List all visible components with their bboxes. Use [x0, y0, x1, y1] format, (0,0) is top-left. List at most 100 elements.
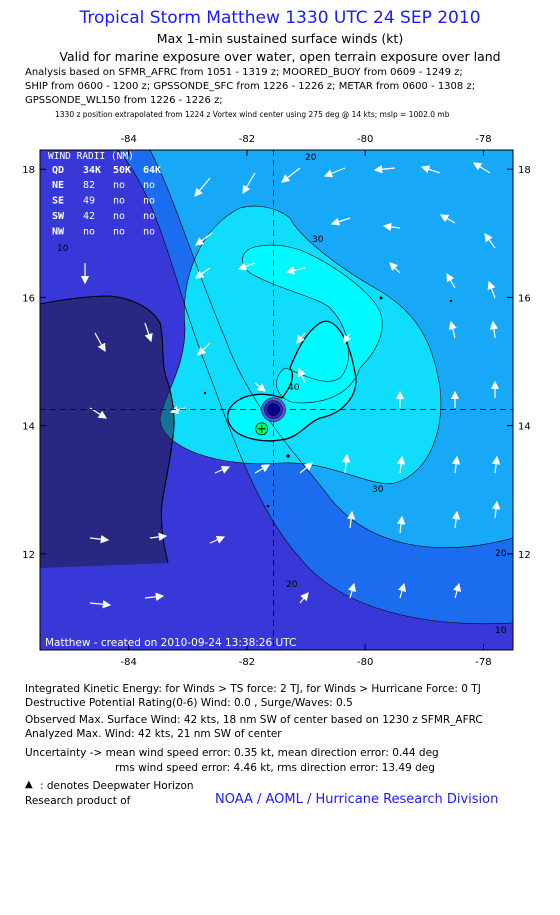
wind-vector-arrow [347, 582, 357, 599]
wind-vector-arrow [489, 320, 499, 339]
wind-vector-arrow [397, 582, 407, 599]
wind-radii-header: QD [52, 165, 64, 176]
wind-vector-arrow [491, 455, 501, 474]
wind-radii-cell: 42 [83, 211, 95, 222]
wind-radii-cell: no [113, 180, 125, 191]
wind-vector-arrow [299, 592, 309, 604]
wind-radii-header: 64K [143, 165, 161, 176]
lat-tick-label-left: 16 [22, 293, 35, 304]
wind-radii-cell: 82 [83, 180, 95, 191]
lon-tick-label-top: -82 [239, 134, 255, 145]
wind-vector-arrow [323, 167, 346, 178]
integrated-kinetic-energy: Integrated Kinetic Energy: for Winds > T… [25, 683, 481, 695]
contour-labels: 20 30 40 30 20 20 10 10 [57, 153, 507, 636]
lat-tick-label-right: 14 [518, 422, 531, 433]
wind-contour-fill [40, 150, 513, 650]
wind-vector-arrow [346, 510, 356, 529]
wind-vector-arrow [144, 592, 165, 601]
noaa-aoml-credit: NOAA / AOML / Hurricane Research Divisio… [215, 792, 499, 807]
wind-vector-arrow [487, 280, 496, 299]
wind-vector-arrow [254, 382, 266, 392]
wind-vector-arrow [451, 455, 461, 474]
wind-radii-title: WIND RADII (NM) [48, 151, 134, 162]
wind-vector-arrow [420, 165, 441, 174]
wind-radii-header: 50K [113, 165, 131, 176]
wind-vector-arrow [446, 272, 456, 289]
wind-radii-cell: no [143, 180, 155, 191]
wind-band-40-50kt [242, 245, 383, 403]
wind-radii-cell: no [143, 196, 155, 207]
contour-label: 30 [372, 485, 384, 495]
map-subtitle-exposure: Valid for marine exposure over water, op… [59, 49, 501, 64]
wind-vector-arrow [484, 233, 496, 249]
wind-vector-arrow [197, 342, 211, 356]
contour-label: 10 [57, 244, 69, 254]
contour-lines [117, 150, 513, 624]
wind-vector-arrow [382, 222, 401, 232]
wind-radii-header: 34K [83, 165, 101, 176]
wind-vector-arrow [237, 262, 256, 271]
lat-tick-label-left: 12 [22, 550, 35, 561]
wind-radii-cell: no [113, 196, 125, 207]
analysis-sources-line-3: GPSSONDE_WL150 from 1226 - 1226 z; [25, 95, 223, 106]
center-ring [267, 403, 280, 416]
wind-vector-arrow [89, 535, 110, 544]
wind-radii-cell: no [143, 211, 155, 222]
deepwater-horizon-legend: : denotes Deepwater Horizon [40, 780, 194, 792]
lon-tick-label-bottom: -82 [239, 657, 255, 668]
wind-radii-cell: NW [52, 227, 65, 238]
coastline [40, 295, 453, 568]
wind-vector-arrow [89, 600, 112, 609]
contour-label: 20 [305, 153, 317, 163]
uncertainty-rms: rms wind speed error: 4.46 kt, rms direc… [115, 762, 435, 774]
created-label: Matthew - created on 2010-09-24 13:38:26… [45, 637, 296, 649]
wind-vector-arrow [396, 455, 406, 474]
uncertainty-mean: Uncertainty -> mean wind speed error: 0.… [25, 747, 439, 759]
lon-tick-label-top: -84 [121, 134, 137, 145]
oil-rig-icon: ▲ [25, 779, 33, 790]
storm-center [255, 397, 286, 436]
map-subtitle-winds: Max 1-min sustained surface winds (kt) [156, 31, 404, 46]
wind-vector-arrow [169, 405, 186, 415]
wind-vector-arrow [439, 214, 456, 224]
wind-radii-cell: no [113, 227, 125, 238]
lat-tick-label-right: 12 [518, 550, 531, 561]
wind-radii-cell: no [83, 227, 95, 238]
observed-max-wind: Observed Max. Surface Wind: 42 kts, 18 n… [25, 714, 483, 726]
wind-radii-cell: SW [52, 211, 65, 222]
contour-label: 20 [286, 580, 298, 590]
wind-vector-arrow [299, 462, 313, 474]
contour-label: 20 [495, 549, 507, 559]
wind-vector-arrow [194, 177, 211, 197]
lat-tick-label-right: 18 [518, 165, 531, 176]
wind-radii-cell: no [143, 227, 155, 238]
lon-tick-label-top: -80 [357, 134, 373, 145]
map-title: Tropical Storm Matthew 1330 UTC 24 SEP 2… [79, 8, 481, 28]
wind-radii-cell: SE [52, 196, 64, 207]
wind-vector-arrow [94, 332, 106, 353]
research-product-label: Research product of [25, 795, 131, 807]
wind-vector-arrow [214, 465, 231, 474]
wind-vector-arrow [330, 217, 351, 226]
analysis-sources-line-2: SHIP from 0600 - 1200 z; GPSSONDE_SFC fr… [25, 81, 476, 92]
destructive-potential-rating: Destructive Potential Rating(0-6) Wind: … [25, 697, 353, 709]
wind-radii-cell: no [113, 211, 125, 222]
lon-tick-label-bottom: -78 [475, 657, 491, 668]
wind-vector-arrow [396, 515, 406, 534]
wind-vector-arrow [209, 535, 226, 544]
wind-vector-arrow [195, 267, 211, 279]
axis-ticks: -84 -84 -82 -82 -80 -80 -78 -78 18 18 16 16 14 14 12 12 [22, 134, 530, 668]
lat-tick-label-left: 14 [22, 422, 35, 433]
wind-vector-arrow [281, 167, 301, 183]
wind-vector-arrow [452, 582, 462, 599]
map-frame [39, 149, 514, 651]
wind-vector-arrow [491, 500, 501, 519]
wind-vector-arrow [296, 332, 306, 344]
wind-vector-arrow [472, 162, 491, 174]
wind-vector-arrow [373, 165, 396, 174]
lon-tick-label-top: -78 [475, 134, 491, 145]
position-note: 1330 z position extrapolated from 1224 z… [55, 110, 450, 119]
wind-vector-arrow [448, 320, 457, 339]
wind-vector-arrow [451, 510, 461, 529]
contour-label: 30 [312, 235, 324, 245]
